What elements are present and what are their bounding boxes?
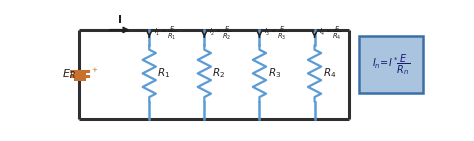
Text: $I_2=\dfrac{E}{R_2}$: $I_2=\dfrac{E}{R_2}$ xyxy=(209,25,232,42)
FancyBboxPatch shape xyxy=(359,37,423,93)
Text: +: + xyxy=(91,67,97,73)
Text: $I_1=\dfrac{E}{R_1}$: $I_1=\dfrac{E}{R_1}$ xyxy=(154,25,177,42)
Text: $\bf{I}$: $\bf{I}$ xyxy=(118,13,122,25)
Text: $I_4=\dfrac{E}{R_4}$: $I_4=\dfrac{E}{R_4}$ xyxy=(319,25,342,42)
Text: $E_R$: $E_R$ xyxy=(62,68,76,81)
Text: $I_3=\dfrac{E}{R_3}$: $I_3=\dfrac{E}{R_3}$ xyxy=(264,25,287,42)
Text: $R_1$: $R_1$ xyxy=(157,66,171,80)
Text: $I_n\!=\!I^*\!\dfrac{E}{R_n}$: $I_n\!=\!I^*\!\dfrac{E}{R_n}$ xyxy=(372,52,410,77)
Text: $R_2$: $R_2$ xyxy=(212,66,226,80)
Text: $R_4$: $R_4$ xyxy=(323,66,336,80)
Text: $R_3$: $R_3$ xyxy=(267,66,281,80)
